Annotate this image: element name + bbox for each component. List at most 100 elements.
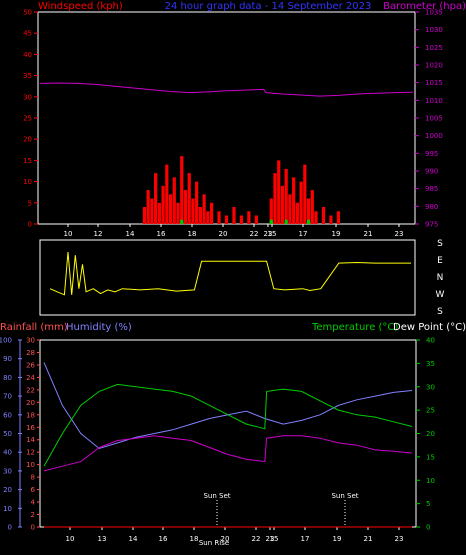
tick-label: 6 xyxy=(31,486,36,494)
wind-bar xyxy=(165,164,169,224)
wind-bar xyxy=(288,194,292,224)
tick-label: 20 xyxy=(26,399,35,407)
tick-label: 10 xyxy=(3,505,12,513)
annotation-label: Sun Set xyxy=(203,492,230,500)
wind-bar xyxy=(183,190,188,224)
wind-bar xyxy=(168,194,173,224)
wind-bar xyxy=(180,156,184,224)
temperature-c-line xyxy=(43,383,413,467)
tick-label: 980 xyxy=(425,203,438,211)
wind-bar xyxy=(321,207,326,224)
tick-label: 995 xyxy=(425,150,438,158)
tick-label: 5 xyxy=(426,500,430,508)
wind-bar xyxy=(280,185,285,224)
direction-label: E xyxy=(437,256,443,266)
wind-bar xyxy=(310,190,314,224)
tick-label: 20 xyxy=(426,430,435,438)
barometer-line xyxy=(39,82,414,97)
tick-label: 14 xyxy=(126,230,135,238)
left-axis-title: Rainfall (mm) xyxy=(0,322,68,333)
direction-label: S xyxy=(437,307,443,317)
tick-label: 8 xyxy=(31,474,35,482)
wind-bar xyxy=(146,190,150,224)
tick-label: 0 xyxy=(426,524,430,532)
wind-bar xyxy=(295,202,299,224)
tick-label: 30 xyxy=(426,383,435,391)
tick-label: 25 xyxy=(23,115,32,123)
wind-direction-line xyxy=(49,252,411,296)
tick-label: 22 xyxy=(26,386,35,394)
gust-bar xyxy=(306,219,311,224)
tick-label: 1010 xyxy=(425,97,443,105)
wind-bar xyxy=(254,215,258,224)
tick-label: 18 xyxy=(188,230,197,238)
tick-label: 60 xyxy=(3,411,12,419)
tick-label: 18 xyxy=(26,411,35,419)
chart-title: 24 hour graph data - 14 September 2023 xyxy=(165,1,372,12)
tick-label: 16 xyxy=(159,535,168,543)
tick-label: 20 xyxy=(3,486,12,494)
tick-label: 18 xyxy=(190,535,199,543)
tick-label: 12 xyxy=(94,230,103,238)
tick-label: 1035 xyxy=(425,9,443,17)
tick-label: 5 xyxy=(28,199,32,207)
wind-bar xyxy=(314,211,318,224)
tick-label: 0 xyxy=(31,524,35,532)
wind-bar xyxy=(277,160,281,224)
tick-label: 1030 xyxy=(425,26,443,34)
wind-bar xyxy=(195,181,199,224)
wind-bar xyxy=(247,211,251,224)
tick-label: 22 xyxy=(250,230,259,238)
tick-label: 26 xyxy=(26,361,35,369)
tick-label: 17 xyxy=(301,535,310,543)
dew-point-c-line xyxy=(43,435,413,472)
wind-bar xyxy=(232,207,236,224)
tick-label: 10 xyxy=(23,178,32,186)
tick-label: 1020 xyxy=(425,62,443,70)
wind-bar xyxy=(217,211,221,224)
tick-label: 70 xyxy=(3,393,12,401)
wind-bar xyxy=(198,207,202,224)
tick-label: 4 xyxy=(31,499,36,507)
tick-label: 50 xyxy=(23,9,32,17)
wind-bar xyxy=(306,198,311,224)
tick-label: 15 xyxy=(270,535,279,543)
tick-label: 12 xyxy=(26,449,35,457)
tick-label: 50 xyxy=(3,430,12,438)
wind-bar xyxy=(303,164,307,224)
wind-bar xyxy=(329,215,333,224)
wind-bar xyxy=(269,198,273,224)
tick-label: 10 xyxy=(426,477,435,485)
tick-label: 10 xyxy=(66,535,75,543)
panel-frame xyxy=(39,339,417,528)
tick-label: 30 xyxy=(3,467,12,475)
tick-label: 13 xyxy=(98,535,107,543)
tick-label: 15 xyxy=(23,157,32,165)
tick-label: 1005 xyxy=(425,115,443,123)
tick-label: 30 xyxy=(26,337,35,345)
tick-label: 16 xyxy=(26,424,35,432)
tick-label: 35 xyxy=(426,360,435,368)
tick-label: 985 xyxy=(425,185,438,193)
tick-label: 10 xyxy=(26,461,35,469)
right-axis-title: Temperature (°C) xyxy=(311,322,398,333)
gust-bar xyxy=(180,219,184,224)
direction-label: N xyxy=(437,273,444,283)
wind-bar xyxy=(176,202,180,224)
tick-label: 45 xyxy=(23,30,32,38)
tick-label: 24 xyxy=(26,374,35,382)
left-axis-title: Windspeed (kph) xyxy=(38,1,123,12)
wind-bar xyxy=(150,198,154,224)
direction-label: W xyxy=(436,290,445,300)
tick-label: 17 xyxy=(299,230,308,238)
tick-label: 1025 xyxy=(425,44,443,52)
right-axis-title: Dew Point (°C) xyxy=(393,322,466,333)
tick-label: 35 xyxy=(23,72,32,80)
tick-label: 14 xyxy=(129,535,138,543)
tick-label: 20 xyxy=(23,136,32,144)
tick-label: 22 xyxy=(252,535,261,543)
tick-label: 30 xyxy=(23,93,32,101)
wind-bar xyxy=(224,215,229,224)
wind-bar xyxy=(187,173,191,224)
